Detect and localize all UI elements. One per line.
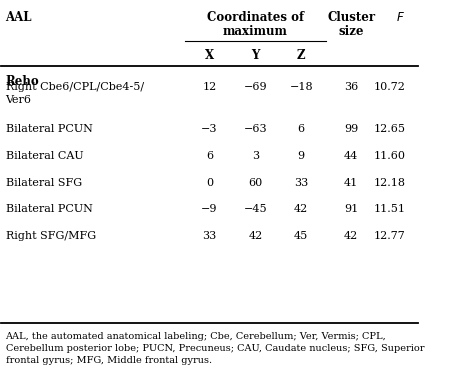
Text: 91: 91 — [344, 204, 358, 214]
Text: 12.77: 12.77 — [374, 231, 405, 241]
Text: 41: 41 — [344, 177, 358, 188]
Text: 9: 9 — [298, 151, 305, 161]
Text: 6: 6 — [206, 151, 213, 161]
Text: Bilateral SFG: Bilateral SFG — [6, 177, 82, 188]
Text: 12.65: 12.65 — [374, 124, 405, 134]
Text: 10.72: 10.72 — [374, 82, 405, 92]
Text: 36: 36 — [344, 82, 358, 92]
Text: 42: 42 — [294, 204, 308, 214]
Text: Cluster: Cluster — [327, 10, 375, 24]
Text: Coordinates of: Coordinates of — [207, 10, 304, 24]
Text: Right Cbe6/CPL/Cbe4-5/
Ver6: Right Cbe6/CPL/Cbe4-5/ Ver6 — [6, 82, 144, 105]
Text: −3: −3 — [201, 124, 218, 134]
Text: −69: −69 — [244, 82, 267, 92]
Text: −9: −9 — [201, 204, 218, 214]
Text: AAL, the automated anatomical labeling; Cbe, Cerebellum; Ver, Vermis; CPL,
Cereb: AAL, the automated anatomical labeling; … — [6, 332, 424, 365]
Text: 6: 6 — [298, 124, 305, 134]
Text: Z: Z — [297, 49, 305, 62]
Text: Bilateral CAU: Bilateral CAU — [6, 151, 83, 161]
Text: size: size — [338, 25, 364, 38]
Text: 11.51: 11.51 — [374, 204, 405, 214]
Text: 11.60: 11.60 — [374, 151, 405, 161]
Text: AAL: AAL — [6, 10, 32, 24]
Text: Right SFG/MFG: Right SFG/MFG — [6, 231, 96, 241]
Text: 60: 60 — [248, 177, 263, 188]
Text: 12: 12 — [202, 82, 217, 92]
Text: 42: 42 — [248, 231, 263, 241]
Text: 3: 3 — [252, 151, 259, 161]
Text: Y: Y — [251, 49, 260, 62]
Text: −18: −18 — [290, 82, 313, 92]
Text: maximum: maximum — [223, 25, 288, 38]
Text: 12.18: 12.18 — [374, 177, 405, 188]
Text: 42: 42 — [344, 231, 358, 241]
Text: 33: 33 — [294, 177, 308, 188]
Text: 99: 99 — [344, 124, 358, 134]
Text: Bilateral PCUN: Bilateral PCUN — [6, 124, 92, 134]
Text: Reho: Reho — [6, 75, 39, 88]
Text: Bilateral PCUN: Bilateral PCUN — [6, 204, 92, 214]
Text: 33: 33 — [202, 231, 217, 241]
Text: 45: 45 — [294, 231, 308, 241]
Text: −63: −63 — [244, 124, 267, 134]
Text: 44: 44 — [344, 151, 358, 161]
Text: −45: −45 — [244, 204, 267, 214]
Text: $\mathit{F}$: $\mathit{F}$ — [396, 10, 405, 24]
Text: 0: 0 — [206, 177, 213, 188]
Text: X: X — [205, 49, 214, 62]
